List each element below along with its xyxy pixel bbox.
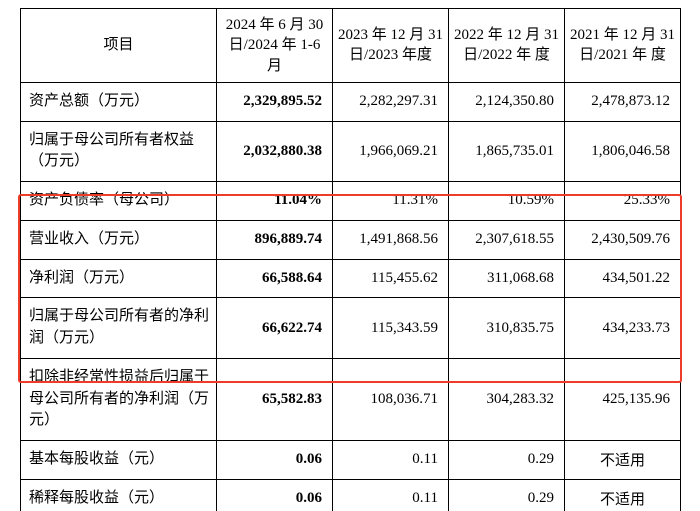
cell-value: 2,478,873.12: [565, 82, 681, 121]
cell-value: 2,124,350.80: [449, 82, 565, 121]
cell-value: 1,491,868.56: [333, 220, 449, 259]
table-row: 营业收入（万元）896,889.741,491,868.562,307,618.…: [21, 220, 681, 259]
cell-value: 425,135.96: [565, 358, 681, 440]
cell-value: 11.31%: [333, 182, 449, 221]
cell-value: 10.59%: [449, 182, 565, 221]
row-label: 稀释每股收益（元）: [21, 479, 217, 511]
row-label: 资产负债率（母公司）: [21, 182, 217, 221]
cell-value: 2,430,509.76: [565, 220, 681, 259]
cell-value: 11.04%: [217, 182, 333, 221]
cell-value: 115,343.59: [333, 298, 449, 359]
cell-value: 896,889.74: [217, 220, 333, 259]
header-item-label: 项目: [21, 9, 217, 83]
cell-value: 304,283.32: [449, 358, 565, 440]
cell-value: 不适用: [565, 479, 681, 511]
cell-value: 2,329,895.52: [217, 82, 333, 121]
cell-value: 66,622.74: [217, 298, 333, 359]
row-label: 扣除非经常性损益后归属于母公司所有者的净利润（万元）: [21, 358, 217, 440]
row-label: 营业收入（万元）: [21, 220, 217, 259]
cell-value: 2,282,297.31: [333, 82, 449, 121]
cell-value: 1,966,069.21: [333, 121, 449, 182]
header-period-2: 2022 年 12 月 31 日/2022 年 度: [449, 9, 565, 83]
table-row: 基本每股收益（元）0.060.110.29不适用: [21, 441, 681, 480]
header-period-0: 2024 年 6 月 30 日/2024 年 1-6 月: [217, 9, 333, 83]
header-period-1: 2023 年 12 月 31 日/2023 年度: [333, 9, 449, 83]
cell-value: 115,455.62: [333, 259, 449, 298]
cell-value: 0.06: [217, 479, 333, 511]
cell-value: 2,307,618.55: [449, 220, 565, 259]
cell-value: 434,501.22: [565, 259, 681, 298]
row-label: 归属于母公司所有者的净利润（万元）: [21, 298, 217, 359]
header-period-3: 2021 年 12 月 31 日/2021 年 度: [565, 9, 681, 83]
cell-value: 0.11: [333, 479, 449, 511]
cell-value: 310,835.75: [449, 298, 565, 359]
cell-value: 65,582.83: [217, 358, 333, 440]
table-row: 归属于母公司所有者权益（万元）2,032,880.381,966,069.211…: [21, 121, 681, 182]
cell-value: 66,588.64: [217, 259, 333, 298]
table-header-row: 项目 2024 年 6 月 30 日/2024 年 1-6 月 2023 年 1…: [21, 9, 681, 83]
cell-value: 434,233.73: [565, 298, 681, 359]
table-row: 资产总额（万元）2,329,895.522,282,297.312,124,35…: [21, 82, 681, 121]
row-label: 基本每股收益（元）: [21, 441, 217, 480]
financial-table: 项目 2024 年 6 月 30 日/2024 年 1-6 月 2023 年 1…: [20, 8, 681, 511]
cell-value: 不适用: [565, 441, 681, 480]
table-row: 净利润（万元）66,588.64115,455.62311,068.68434,…: [21, 259, 681, 298]
cell-value: 108,036.71: [333, 358, 449, 440]
cell-value: 1,865,735.01: [449, 121, 565, 182]
row-label: 净利润（万元）: [21, 259, 217, 298]
table-row: 扣除非经常性损益后归属于母公司所有者的净利润（万元）65,582.83108,0…: [21, 358, 681, 440]
table-row: 归属于母公司所有者的净利润（万元）66,622.74115,343.59310,…: [21, 298, 681, 359]
cell-value: 1,806,046.58: [565, 121, 681, 182]
table-row: 稀释每股收益（元）0.060.110.29不适用: [21, 479, 681, 511]
cell-value: 25.33%: [565, 182, 681, 221]
table-row: 资产负债率（母公司）11.04%11.31%10.59%25.33%: [21, 182, 681, 221]
row-label: 归属于母公司所有者权益（万元）: [21, 121, 217, 182]
cell-value: 0.06: [217, 441, 333, 480]
row-label: 资产总额（万元）: [21, 82, 217, 121]
cell-value: 0.11: [333, 441, 449, 480]
cell-value: 2,032,880.38: [217, 121, 333, 182]
cell-value: 311,068.68: [449, 259, 565, 298]
cell-value: 0.29: [449, 479, 565, 511]
cell-value: 0.29: [449, 441, 565, 480]
